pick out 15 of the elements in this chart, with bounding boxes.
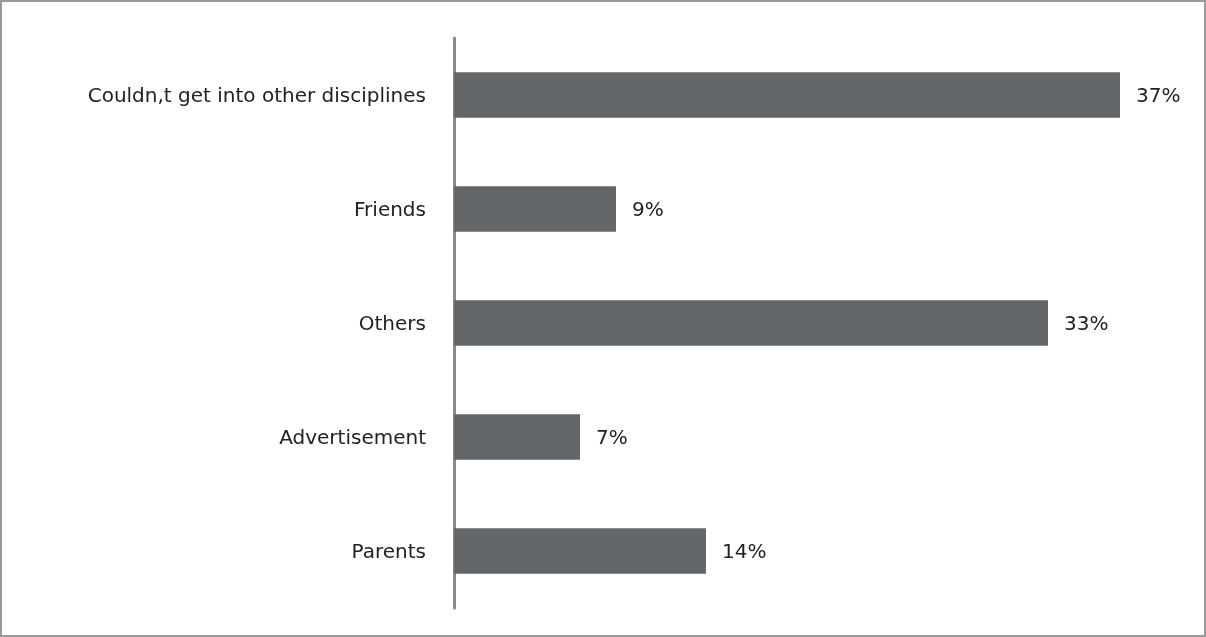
y-tick-label: Friends xyxy=(354,197,426,221)
y-tick-label: Others xyxy=(358,311,426,335)
data-label: 14% xyxy=(722,539,767,563)
bar xyxy=(454,300,1048,346)
y-tick-label: Couldn,t get into other disciplines xyxy=(87,83,426,107)
bar xyxy=(454,186,616,232)
y-tick-label: Advertisement xyxy=(279,425,427,449)
bar xyxy=(454,528,706,574)
bar xyxy=(454,414,580,460)
data-label: 37% xyxy=(1136,83,1181,107)
data-label: 33% xyxy=(1064,311,1109,335)
y-tick-label: Parents xyxy=(351,539,426,563)
bar xyxy=(454,72,1120,118)
data-label: 7% xyxy=(596,425,628,449)
data-label: 9% xyxy=(632,197,664,221)
